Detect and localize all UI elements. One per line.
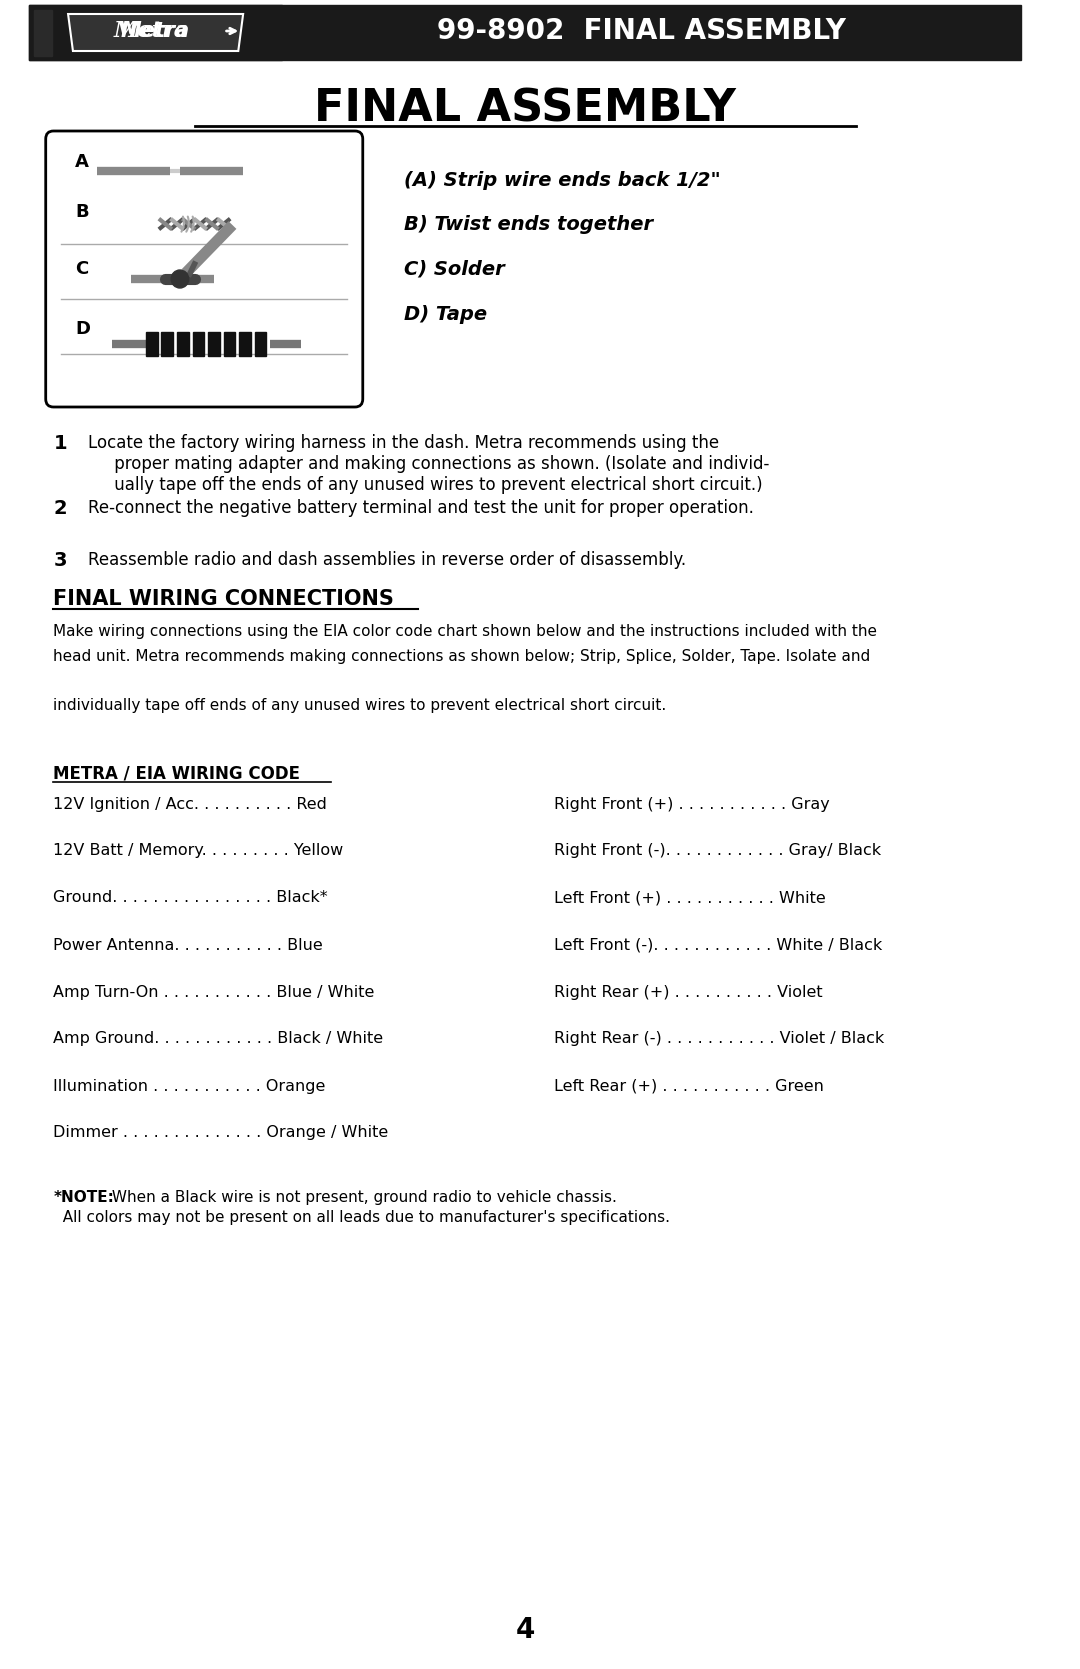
Polygon shape [68, 13, 243, 52]
Text: 99-8902  FINAL ASSEMBLY: 99-8902 FINAL ASSEMBLY [437, 17, 847, 45]
Text: Locate the factory wiring harness in the dash. Metra recommends using the
     p: Locate the factory wiring harness in the… [87, 434, 769, 494]
Text: Metra: Metra [121, 22, 190, 42]
FancyBboxPatch shape [45, 130, 363, 407]
Text: METRA / EIA WIRING CODE: METRA / EIA WIRING CODE [54, 764, 300, 783]
Text: Left Rear (+) . . . . . . . . . . . Green: Left Rear (+) . . . . . . . . . . . Gree… [554, 1078, 824, 1093]
Text: Dimmer . . . . . . . . . . . . . . Orange / White: Dimmer . . . . . . . . . . . . . . Orang… [54, 1125, 389, 1140]
Text: 2: 2 [54, 499, 67, 517]
Text: 4: 4 [515, 1616, 535, 1644]
Text: 1: 1 [54, 434, 67, 452]
Bar [255, 332, 267, 355]
Bar [29, 5, 1022, 60]
Text: 3: 3 [54, 551, 67, 571]
Text: Power Antenna. . . . . . . . . . . Blue: Power Antenna. . . . . . . . . . . Blue [54, 938, 323, 953]
Text: All colors may not be present on all leads due to manufacturer's specifications.: All colors may not be present on all lea… [54, 1210, 671, 1225]
Text: Make wiring connections using the EIA color code chart shown below and the instr: Make wiring connections using the EIA co… [54, 624, 877, 713]
Text: D: D [75, 320, 90, 339]
Text: FINAL WIRING CONNECTIONS: FINAL WIRING CONNECTIONS [54, 589, 394, 609]
Text: Left Front (+) . . . . . . . . . . . White: Left Front (+) . . . . . . . . . . . Whi… [554, 891, 826, 906]
Circle shape [171, 270, 189, 289]
Text: Right Front (+) . . . . . . . . . . . Gray: Right Front (+) . . . . . . . . . . . Gr… [554, 796, 831, 811]
Text: Re-connect the negative battery terminal and test the unit for proper operation.: Re-connect the negative battery terminal… [87, 499, 754, 517]
Bar [29, 5, 282, 60]
Bar [161, 332, 173, 355]
Text: Right Front (-). . . . . . . . . . . . Gray/ Black: Right Front (-). . . . . . . . . . . . G… [554, 843, 881, 858]
Text: *NOTE:: *NOTE: [54, 1190, 114, 1205]
Bar [146, 332, 158, 355]
Text: C) Solder: C) Solder [404, 259, 504, 279]
Bar [35, 10, 52, 57]
Text: Right Rear (-) . . . . . . . . . . . Violet / Black: Right Rear (-) . . . . . . . . . . . Vio… [554, 1031, 885, 1046]
Text: C: C [75, 260, 89, 279]
Bar [240, 332, 251, 355]
Text: B: B [75, 204, 89, 220]
Text: Amp Turn-On . . . . . . . . . . . Blue / White: Amp Turn-On . . . . . . . . . . . Blue /… [54, 985, 375, 1000]
Text: 12V Batt / Memory. . . . . . . . . Yellow: 12V Batt / Memory. . . . . . . . . Yello… [54, 843, 343, 858]
Text: Ground. . . . . . . . . . . . . . . . Black*: Ground. . . . . . . . . . . . . . . . Bl… [54, 891, 328, 906]
Text: Left Front (-). . . . . . . . . . . . White / Black: Left Front (-). . . . . . . . . . . . Wh… [554, 938, 882, 953]
Bar [177, 332, 189, 355]
Bar [208, 332, 220, 355]
Text: Illumination . . . . . . . . . . . Orange: Illumination . . . . . . . . . . . Orang… [54, 1078, 326, 1093]
Text: 12V Ignition / Acc. . . . . . . . . . Red: 12V Ignition / Acc. . . . . . . . . . Re… [54, 796, 327, 811]
Text: D) Tape: D) Tape [404, 304, 487, 324]
Text: Metra: Metra [113, 20, 188, 42]
Text: Right Rear (+) . . . . . . . . . . Violet: Right Rear (+) . . . . . . . . . . Viole… [554, 985, 823, 1000]
Text: FINAL ASSEMBLY: FINAL ASSEMBLY [314, 87, 737, 130]
Bar [224, 332, 235, 355]
Text: A: A [75, 154, 89, 170]
Text: When a Black wire is not present, ground radio to vehicle chassis.: When a Black wire is not present, ground… [107, 1190, 617, 1205]
Text: Reassemble radio and dash assemblies in reverse order of disassembly.: Reassemble radio and dash assemblies in … [87, 551, 686, 569]
Text: Amp Ground. . . . . . . . . . . . Black / White: Amp Ground. . . . . . . . . . . . Black … [54, 1031, 383, 1046]
Bar [55, 15, 245, 47]
Text: (A) Strip wire ends back 1/2": (A) Strip wire ends back 1/2" [404, 172, 720, 190]
Bar [192, 332, 204, 355]
Text: B) Twist ends together: B) Twist ends together [404, 215, 652, 235]
